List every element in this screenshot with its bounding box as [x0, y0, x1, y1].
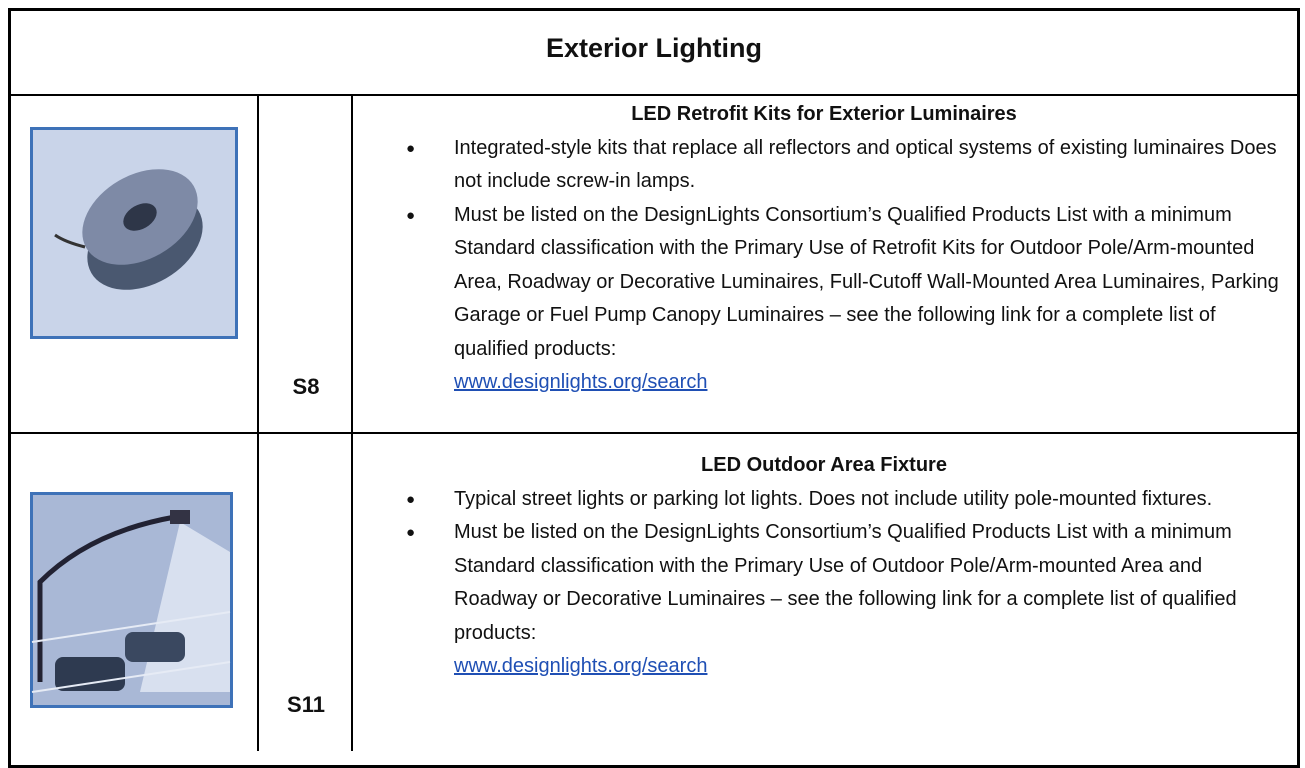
- measure-heading: LED Retrofit Kits for Exterior Luminaire…: [354, 98, 1294, 132]
- bullet-list: Integrated-style kits that replace all r…: [354, 132, 1294, 367]
- description-cell: LED Retrofit Kits for Exterior Luminaire…: [354, 98, 1294, 400]
- bullet: Must be listed on the DesignLights Conso…: [454, 516, 1288, 650]
- column-divider: [257, 94, 259, 751]
- description-cell: LED Outdoor Area Fixture Typical street …: [354, 449, 1294, 684]
- row-divider: [8, 432, 1300, 434]
- bullet: Integrated-style kits that replace all r…: [454, 132, 1288, 199]
- bullet: Typical street lights or parking lot lig…: [454, 483, 1288, 517]
- page: Exterior Lighting S8 LED Retrofit Kits f…: [0, 0, 1305, 751]
- area-fixture-image: [30, 492, 233, 708]
- link[interactable]: www.designlights.org/search: [354, 650, 1294, 684]
- bullet: Must be listed on the DesignLights Conso…: [454, 199, 1288, 367]
- row-divider: [8, 94, 1300, 96]
- measure-heading: LED Outdoor Area Fixture: [354, 449, 1294, 483]
- measure-code: S8: [260, 374, 352, 400]
- bullet-list: Typical street lights or parking lot lig…: [354, 483, 1294, 651]
- table-title: Exterior Lighting: [8, 33, 1300, 64]
- measure-code: S11: [260, 692, 352, 718]
- retrofit-kit-image: [30, 127, 238, 339]
- link[interactable]: www.designlights.org/search: [354, 366, 1294, 400]
- column-divider: [351, 94, 353, 751]
